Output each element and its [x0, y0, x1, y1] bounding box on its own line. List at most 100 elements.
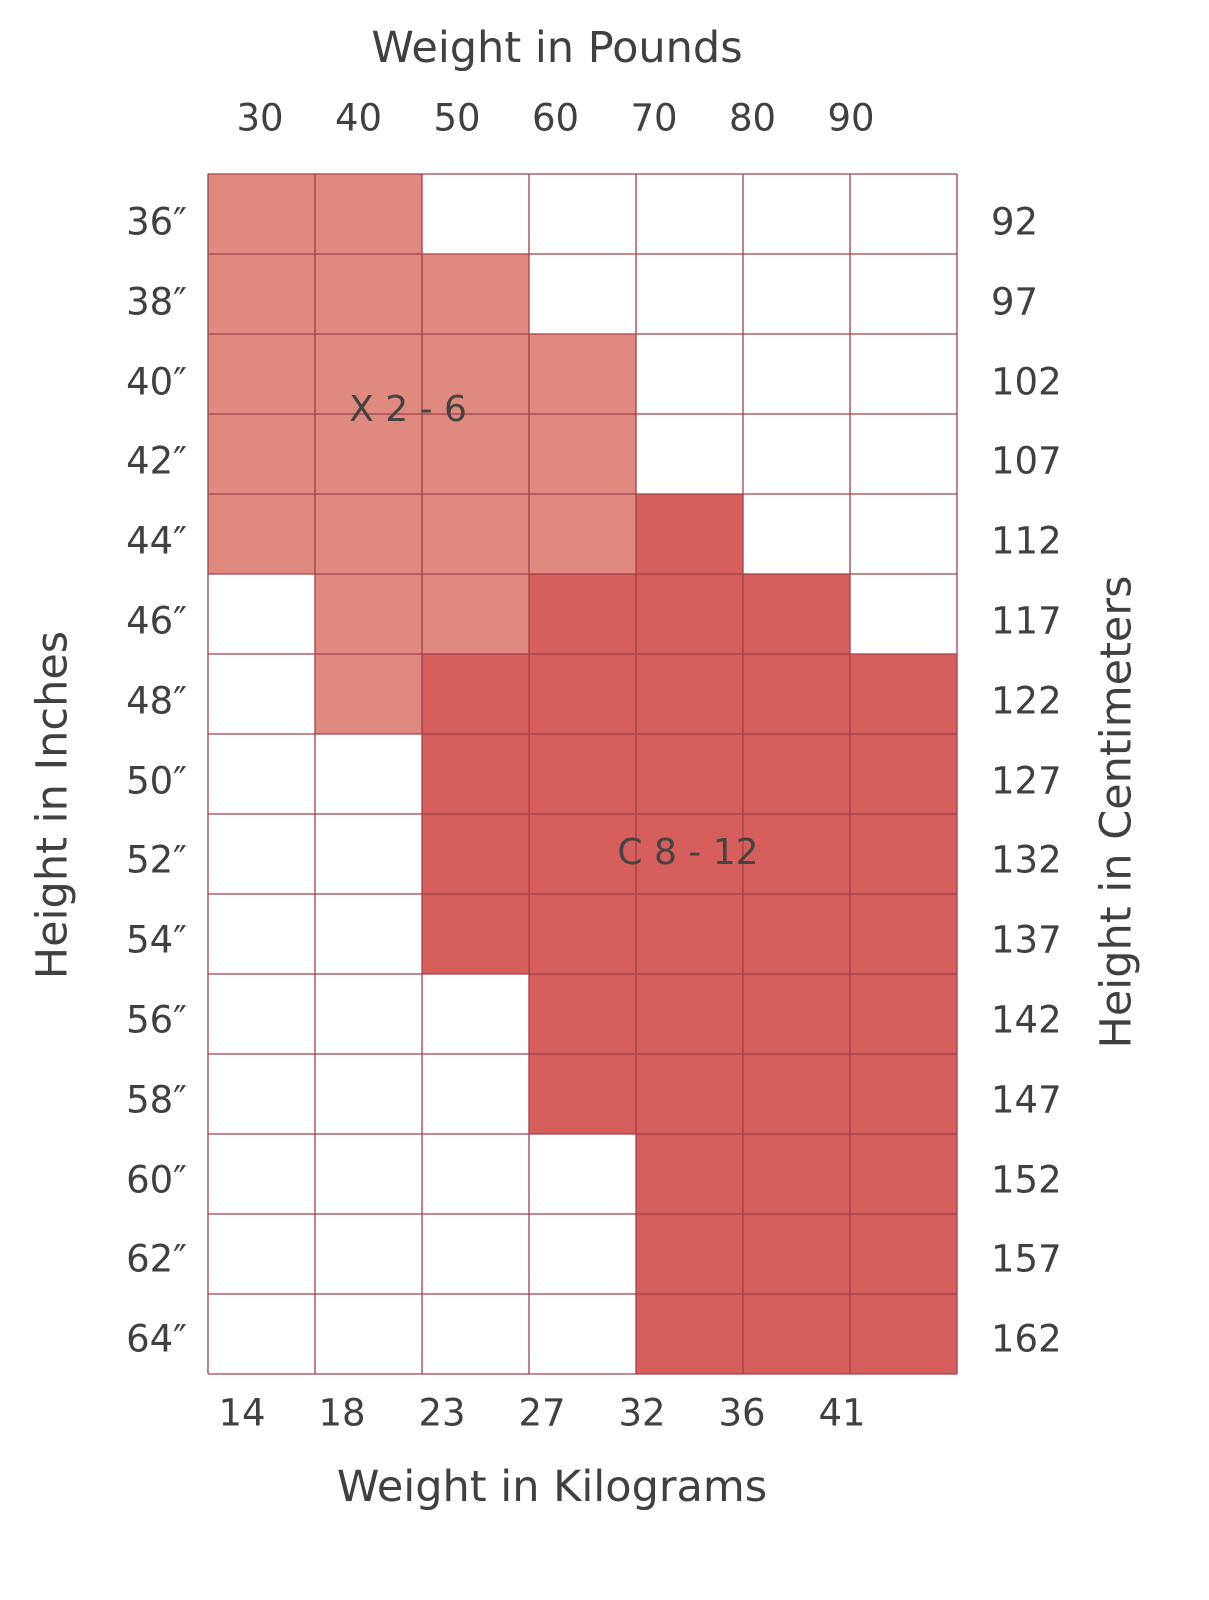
cell-r8-c3 — [529, 814, 636, 894]
cell-r0-c0 — [208, 174, 315, 254]
cell-r2-c0 — [208, 334, 315, 414]
cell-r4-c5 — [743, 494, 850, 574]
cell-r8-c0 — [208, 814, 315, 894]
cell-r0-c1 — [315, 174, 422, 254]
cell-r9-c1 — [315, 894, 422, 974]
cell-r10-c5 — [743, 974, 850, 1054]
cell-r1-c0 — [208, 254, 315, 334]
cell-r10-c1 — [315, 974, 422, 1054]
cell-r14-c0 — [208, 1294, 315, 1374]
right-tick-4: 112 — [991, 519, 1062, 563]
cell-r5-c4 — [636, 574, 743, 654]
left-tick-12: 60″ — [126, 1158, 187, 1202]
left-tick-9: 54″ — [126, 918, 187, 962]
left-tick-3: 42″ — [126, 439, 187, 483]
cells-layer — [208, 174, 957, 1374]
cell-r10-c4 — [636, 974, 743, 1054]
bottom-tick-1: 18 — [318, 1391, 366, 1435]
cell-r12-c6 — [850, 1134, 957, 1214]
cell-r5-c5 — [743, 574, 850, 654]
right-tick-12: 152 — [991, 1158, 1062, 1202]
cell-r8-c2 — [422, 814, 529, 894]
cell-r14-c6 — [850, 1294, 957, 1374]
cell-r4-c3 — [529, 494, 636, 574]
top-axis-title: Weight in Pounds — [371, 23, 743, 73]
cell-r5-c2 — [422, 574, 529, 654]
cell-r13-c5 — [743, 1214, 850, 1294]
top-tick-3: 60 — [531, 96, 580, 140]
cell-r0-c2 — [422, 174, 529, 254]
cell-r6-c4 — [636, 654, 743, 734]
cell-r7-c0 — [208, 734, 315, 814]
cell-r9-c6 — [850, 894, 957, 974]
right-tick-5: 117 — [991, 599, 1062, 643]
cell-r11-c0 — [208, 1054, 315, 1134]
bottom-tick-5: 36 — [718, 1391, 766, 1435]
cell-r9-c2 — [422, 894, 529, 974]
cell-r10-c3 — [529, 974, 636, 1054]
cell-r7-c4 — [636, 734, 743, 814]
cell-r11-c3 — [529, 1054, 636, 1134]
right-tick-2: 102 — [991, 360, 1062, 404]
cell-r0-c6 — [850, 174, 957, 254]
cell-r3-c2 — [422, 414, 529, 494]
cell-r6-c5 — [743, 654, 850, 734]
cell-r3-c6 — [850, 414, 957, 494]
cell-r4-c6 — [850, 494, 957, 574]
cell-r9-c4 — [636, 894, 743, 974]
top-tick-5: 80 — [728, 96, 777, 140]
cell-r14-c5 — [743, 1294, 850, 1374]
bottom-tick-3: 27 — [518, 1391, 566, 1435]
left-tick-5: 46″ — [126, 599, 187, 643]
bottom-axis-title: Weight in Kilograms — [336, 1462, 768, 1512]
cell-r2-c3 — [529, 334, 636, 414]
cell-r7-c5 — [743, 734, 850, 814]
cell-r3-c3 — [529, 414, 636, 494]
cell-r4-c4 — [636, 494, 743, 574]
cell-r14-c1 — [315, 1294, 422, 1374]
top-tick-1: 40 — [334, 96, 383, 140]
cell-r9-c5 — [743, 894, 850, 974]
right-tick-0: 92 — [991, 200, 1039, 244]
cell-r11-c5 — [743, 1054, 850, 1134]
cell-r9-c3 — [529, 894, 636, 974]
bottom-tick-0: 14 — [218, 1391, 266, 1435]
cell-r5-c0 — [208, 574, 315, 654]
cell-r7-c2 — [422, 734, 529, 814]
left-tick-1: 38″ — [126, 280, 187, 324]
left-tick-11: 58″ — [126, 1078, 187, 1122]
right-tick-14: 162 — [991, 1317, 1062, 1361]
cell-r2-c6 — [850, 334, 957, 414]
left-tick-8: 52″ — [126, 838, 187, 882]
cell-r0-c4 — [636, 174, 743, 254]
cell-r13-c0 — [208, 1214, 315, 1294]
cell-r1-c1 — [315, 254, 422, 334]
left-tick-4: 44″ — [126, 519, 187, 563]
cell-r13-c1 — [315, 1214, 422, 1294]
cell-r3-c4 — [636, 414, 743, 494]
cell-r13-c3 — [529, 1214, 636, 1294]
cell-r6-c1 — [315, 654, 422, 734]
cell-r12-c0 — [208, 1134, 315, 1214]
cell-r9-c0 — [208, 894, 315, 974]
top-tick-4: 70 — [630, 96, 678, 140]
cell-r12-c4 — [636, 1134, 743, 1214]
cell-r8-c1 — [315, 814, 422, 894]
cell-r7-c6 — [850, 734, 957, 814]
cell-r2-c4 — [636, 334, 743, 414]
cell-r2-c2 — [422, 334, 529, 414]
right-tick-11: 147 — [991, 1078, 1062, 1122]
cell-r7-c3 — [529, 734, 636, 814]
cell-r2-c1 — [315, 334, 422, 414]
cell-r3-c5 — [743, 414, 850, 494]
cell-r1-c4 — [636, 254, 743, 334]
zone-label-1: X 2 - 6 — [349, 389, 467, 430]
cell-r11-c4 — [636, 1054, 743, 1134]
cell-r5-c3 — [529, 574, 636, 654]
left-tick-14: 64″ — [126, 1317, 187, 1361]
cell-r14-c3 — [529, 1294, 636, 1374]
cell-r5-c6 — [850, 574, 957, 654]
cell-r13-c6 — [850, 1214, 957, 1294]
left-tick-13: 62″ — [126, 1237, 187, 1281]
left-tick-7: 50″ — [126, 759, 187, 803]
